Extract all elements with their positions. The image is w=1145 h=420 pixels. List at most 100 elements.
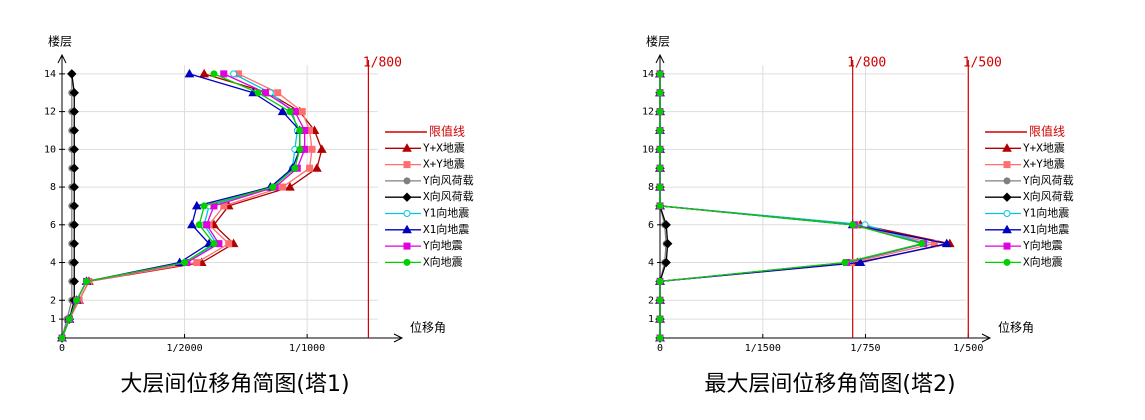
legend-label: Y1向地震 bbox=[1023, 206, 1069, 220]
marker bbox=[1002, 224, 1012, 234]
x-arrow bbox=[981, 333, 992, 343]
marker bbox=[181, 259, 189, 267]
y-tick-label: 6 bbox=[648, 220, 654, 231]
series-line bbox=[659, 73, 935, 338]
marker bbox=[291, 164, 299, 172]
marker bbox=[402, 224, 412, 234]
y-axis-label: 楼层 bbox=[646, 34, 670, 49]
marker bbox=[67, 69, 77, 79]
marker bbox=[210, 240, 218, 248]
marker bbox=[200, 202, 208, 210]
marker bbox=[656, 70, 664, 78]
x-axis-label: 位移角 bbox=[410, 320, 446, 335]
marker bbox=[1002, 192, 1012, 202]
y-tick-label: 12 bbox=[642, 107, 654, 118]
marker bbox=[269, 183, 277, 191]
marker bbox=[656, 108, 664, 116]
marker bbox=[656, 164, 664, 172]
legend-label: X+Y地震 bbox=[1023, 158, 1065, 171]
marker bbox=[402, 143, 412, 152]
marker bbox=[403, 210, 411, 217]
legend-label: Y+X地震 bbox=[1023, 141, 1065, 154]
x-tick-label: 0 bbox=[657, 343, 663, 354]
series-line bbox=[61, 73, 306, 339]
marker bbox=[656, 202, 664, 210]
marker bbox=[1002, 143, 1012, 152]
legend-label: Y+X地震 bbox=[423, 141, 465, 154]
marker bbox=[184, 68, 195, 78]
marker bbox=[656, 89, 664, 97]
x-tick-label: 0 bbox=[59, 343, 65, 354]
legend-limit-label: 限值线 bbox=[429, 124, 465, 139]
marker bbox=[661, 257, 671, 268]
y-tick-label: 10 bbox=[642, 144, 654, 155]
marker bbox=[279, 183, 287, 191]
legend-label: Y向风荷载 bbox=[423, 173, 474, 187]
legend-label: X1向地震 bbox=[1023, 222, 1069, 236]
series-line bbox=[659, 73, 927, 338]
marker bbox=[663, 238, 673, 249]
marker bbox=[918, 240, 926, 248]
marker bbox=[69, 182, 79, 192]
marker bbox=[941, 238, 952, 248]
marker bbox=[83, 277, 91, 285]
marker bbox=[69, 106, 79, 117]
series-line bbox=[61, 73, 313, 339]
marker bbox=[656, 315, 664, 323]
y-arrow bbox=[57, 53, 67, 64]
marker bbox=[1003, 258, 1011, 266]
legend-label: Y1向地震 bbox=[423, 206, 469, 220]
limit-label: 1/800 bbox=[363, 56, 402, 71]
marker bbox=[656, 296, 664, 304]
marker bbox=[403, 161, 411, 169]
marker bbox=[296, 126, 304, 134]
marker bbox=[1003, 177, 1011, 185]
marker bbox=[312, 163, 322, 172]
marker bbox=[225, 240, 233, 248]
marker bbox=[316, 144, 327, 153]
y-tick-label: 1 bbox=[50, 314, 56, 325]
marker bbox=[403, 177, 411, 185]
marker bbox=[69, 88, 79, 98]
series-line bbox=[61, 73, 301, 339]
marker bbox=[69, 220, 79, 230]
x-axis-label: 位移角 bbox=[998, 320, 1034, 335]
legend-label: Y向地震 bbox=[1023, 238, 1063, 252]
marker bbox=[849, 221, 857, 229]
marker bbox=[69, 201, 79, 211]
x-tick-label: 1/1500 bbox=[745, 343, 781, 354]
x-tick-label: 1/500 bbox=[953, 343, 983, 354]
series-line bbox=[659, 73, 950, 338]
marker bbox=[656, 126, 664, 134]
legend-label: X向风荷载 bbox=[1023, 189, 1074, 203]
legend-limit-label: 限值线 bbox=[1029, 124, 1065, 139]
marker bbox=[220, 70, 228, 78]
marker bbox=[403, 258, 411, 266]
series-line bbox=[659, 73, 925, 338]
limit-label: 1/500 bbox=[963, 56, 1002, 71]
marker bbox=[69, 144, 79, 155]
y-tick-label: 10 bbox=[44, 144, 56, 155]
marker bbox=[1003, 210, 1011, 217]
legend-label: X向地震 bbox=[1023, 254, 1063, 268]
marker bbox=[403, 242, 411, 250]
legend-label: X向风荷载 bbox=[423, 189, 474, 203]
legend-label: Y向地震 bbox=[423, 238, 463, 252]
marker bbox=[199, 68, 210, 78]
limit-label: 1/800 bbox=[847, 56, 886, 71]
series-line bbox=[61, 73, 298, 339]
marker bbox=[187, 219, 197, 229]
marker bbox=[230, 70, 238, 78]
marker bbox=[193, 259, 201, 267]
y-tick-label: 1 bbox=[648, 314, 654, 325]
legend-label: X1向地震 bbox=[423, 222, 469, 236]
y-tick-label: 4 bbox=[50, 258, 56, 269]
chart-title: 大层间位移角简图(塔1) bbox=[120, 372, 349, 397]
marker bbox=[656, 183, 664, 191]
marker bbox=[656, 145, 664, 153]
marker bbox=[191, 200, 202, 210]
marker bbox=[296, 145, 304, 153]
marker bbox=[656, 277, 664, 285]
y-tick-label: 8 bbox=[50, 182, 56, 193]
